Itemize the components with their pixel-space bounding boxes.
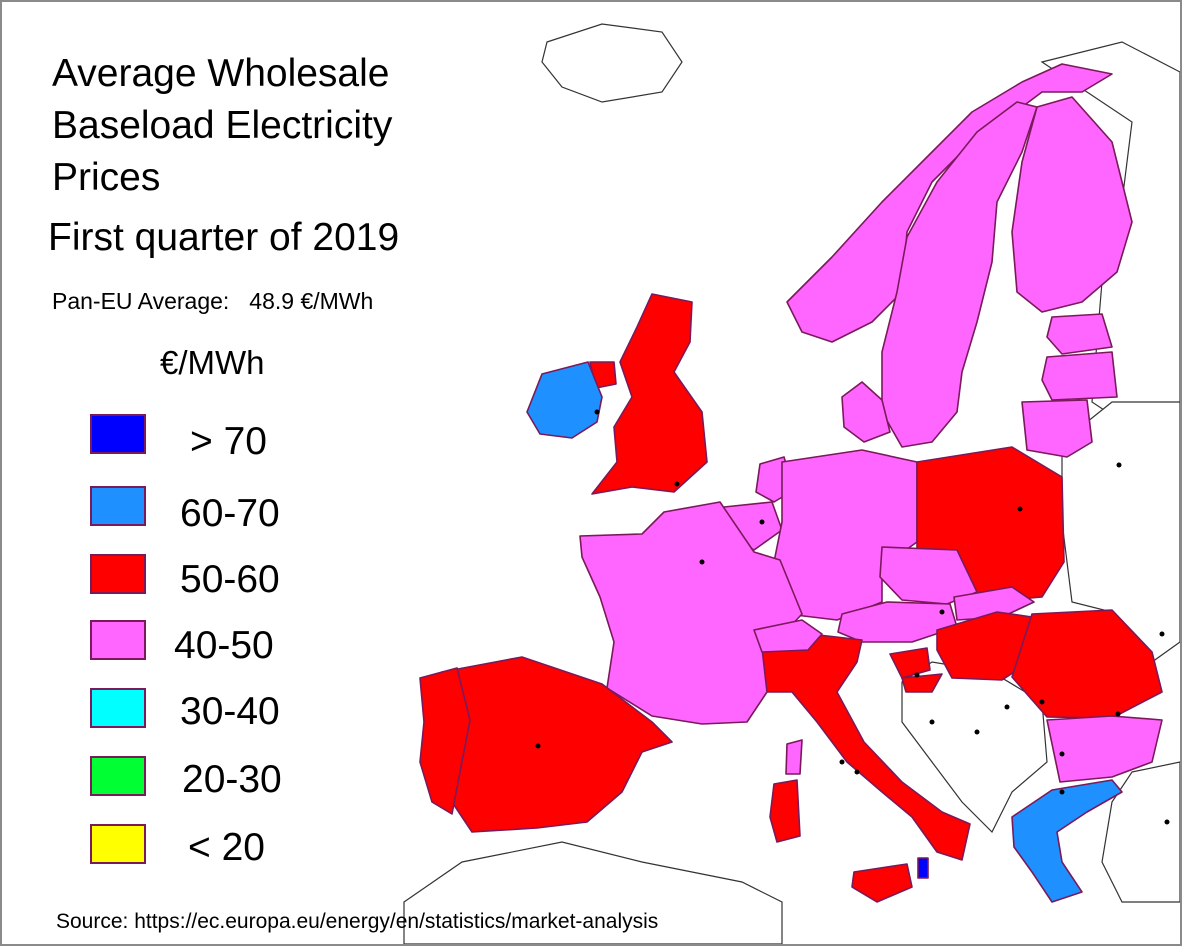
region-north-africa bbox=[403, 841, 783, 944]
legend-swatch-50-60 bbox=[90, 554, 146, 594]
capital-dot bbox=[594, 409, 600, 415]
region-sweden bbox=[881, 101, 1038, 448]
capital-dot bbox=[929, 719, 935, 725]
legend-label-30-40: 30-40 bbox=[180, 690, 280, 733]
region-sardinia bbox=[769, 779, 801, 843]
capital-dot bbox=[839, 759, 845, 765]
region-iceland bbox=[541, 23, 683, 103]
region-lithuania bbox=[1021, 399, 1093, 458]
region-switzerland bbox=[753, 619, 823, 653]
legend-swatch-40-50 bbox=[90, 620, 146, 660]
region-italy bbox=[761, 633, 971, 861]
region-malta bbox=[917, 857, 929, 879]
capital-dot bbox=[1164, 819, 1170, 825]
legend-swatch-20-30 bbox=[90, 756, 146, 796]
region-croatia bbox=[901, 673, 943, 693]
capital-dot bbox=[939, 609, 945, 615]
capital-dot bbox=[759, 519, 765, 525]
region-france bbox=[579, 501, 803, 725]
region-bulgaria bbox=[1046, 715, 1163, 783]
capital-dot bbox=[1115, 711, 1121, 717]
region-ireland bbox=[526, 361, 603, 439]
legend-label-20-30: 20-30 bbox=[182, 758, 282, 801]
capital-dot bbox=[914, 672, 920, 678]
legend-swatch-lt20 bbox=[90, 824, 146, 864]
region-turkey bbox=[1101, 761, 1180, 903]
region-estonia bbox=[1046, 313, 1113, 355]
capital-markers bbox=[535, 409, 1170, 825]
map-title-line-2: Baseload Electricity bbox=[52, 104, 393, 147]
legend-swatch-30-40 bbox=[90, 688, 146, 728]
capital-dot bbox=[535, 743, 541, 749]
source-note: Source: https://ec.europa.eu/energy/en/s… bbox=[56, 910, 659, 933]
region-germany bbox=[773, 449, 918, 621]
capital-dot bbox=[1116, 462, 1122, 468]
eu-regions bbox=[419, 63, 1163, 903]
legend-swatch-gt70 bbox=[90, 414, 146, 454]
legend-label-gt70: > 70 bbox=[190, 420, 267, 463]
legend-label-50-60: 50-60 bbox=[180, 558, 280, 601]
map-title-line-3: Prices bbox=[52, 156, 161, 199]
pan-eu-average-value: 48.9 €/MWh bbox=[249, 288, 374, 314]
capital-dot bbox=[1059, 789, 1065, 795]
region-corsica bbox=[785, 739, 803, 775]
region-slovakia bbox=[953, 586, 1035, 621]
region-denmark bbox=[841, 381, 891, 443]
capital-dot bbox=[854, 769, 860, 775]
region-norway bbox=[786, 63, 1113, 343]
region-austria bbox=[837, 601, 958, 643]
capital-dot bbox=[1004, 704, 1010, 710]
region-latvia bbox=[1041, 351, 1118, 401]
legend-swatch-60-70 bbox=[90, 486, 146, 526]
region-finland bbox=[1011, 96, 1133, 313]
map-subtitle: First quarter of 2019 bbox=[48, 216, 400, 259]
non-eu-land bbox=[403, 23, 1180, 944]
region-greece bbox=[1011, 779, 1123, 903]
legend-label-lt20: < 20 bbox=[188, 826, 265, 869]
region-great-britain bbox=[591, 293, 708, 495]
region-sicily bbox=[851, 863, 913, 903]
region-romania bbox=[1011, 609, 1163, 719]
legend-unit: €/MWh bbox=[160, 344, 265, 381]
legend-label-60-70: 60-70 bbox=[180, 492, 280, 535]
pan-eu-average-label: Pan-EU Average: bbox=[52, 288, 230, 314]
map-title-line-1: Average Wholesale bbox=[52, 52, 390, 95]
capital-dot bbox=[974, 729, 980, 735]
pan-eu-average: Pan-EU Average: 48.9 €/MWh bbox=[52, 288, 373, 315]
region-portugal bbox=[419, 667, 471, 815]
capital-dot bbox=[1017, 506, 1023, 512]
capital-dot bbox=[674, 481, 680, 487]
capital-dot bbox=[1159, 631, 1165, 637]
capital-dot bbox=[699, 559, 705, 565]
capital-dot bbox=[1059, 751, 1065, 757]
capital-dot bbox=[1039, 699, 1045, 705]
region-slovenia bbox=[889, 647, 931, 679]
legend-label-40-50: 40-50 bbox=[174, 624, 274, 667]
